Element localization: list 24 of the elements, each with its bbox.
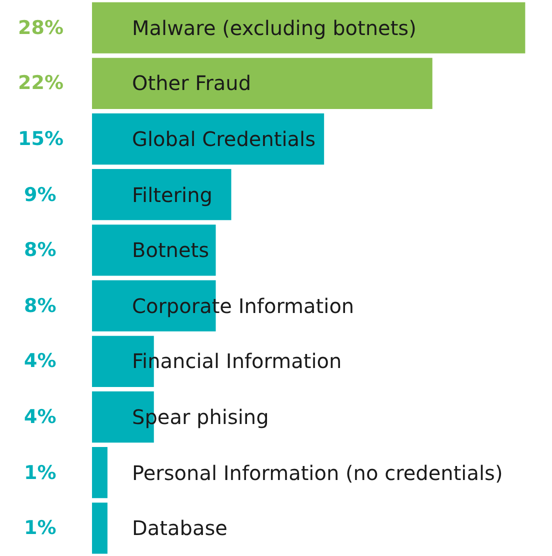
y-tick-label: Other Fraud: [132, 71, 252, 95]
data-label: 4%: [24, 350, 56, 372]
y-tick-label: Malware (excluding botnets): [132, 16, 416, 40]
bar: [92, 169, 232, 220]
bar: [92, 58, 432, 109]
data-label: 1%: [24, 462, 56, 484]
bar: [92, 224, 216, 276]
data-label: 8%: [24, 239, 56, 261]
bar: [92, 113, 324, 165]
data-label: 28%: [18, 17, 64, 39]
y-tick-label: Botnets: [132, 238, 210, 262]
y-tick-label: Global Credentials: [132, 127, 316, 151]
data-label: 4%: [24, 406, 56, 428]
data-label: 15%: [18, 128, 64, 150]
y-tick-label: Personal Information (no credentials): [132, 461, 503, 485]
data-label: 1%: [24, 517, 56, 539]
data-label: 8%: [24, 295, 56, 317]
bar: [92, 502, 108, 554]
data-label: 9%: [24, 184, 56, 206]
y-tick-label: Filtering: [132, 183, 212, 207]
y-tick-label: Database: [132, 516, 228, 540]
bar: [92, 447, 108, 498]
bar: [92, 2, 526, 54]
data-label: 22%: [18, 72, 64, 94]
